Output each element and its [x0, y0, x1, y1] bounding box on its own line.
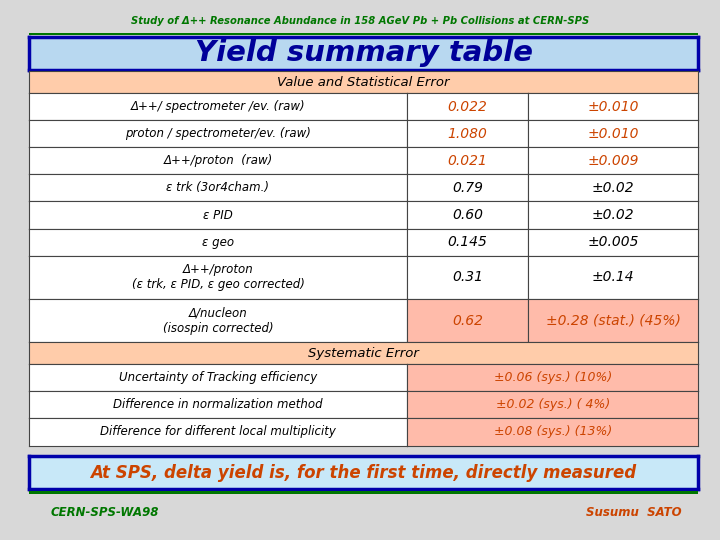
Text: 0.60: 0.60 — [452, 208, 483, 222]
Text: 1.080: 1.080 — [447, 127, 487, 140]
Text: ±0.010: ±0.010 — [588, 99, 639, 113]
Text: 0.31: 0.31 — [452, 271, 483, 285]
Text: Δ/nucleon
(isospin corrected): Δ/nucleon (isospin corrected) — [163, 307, 274, 335]
Text: ±0.14: ±0.14 — [592, 271, 634, 285]
Text: Difference for different local multiplicity: Difference for different local multiplic… — [100, 426, 336, 438]
Text: ε trk (3or4cham.): ε trk (3or4cham.) — [166, 181, 269, 194]
Text: ±0.02: ±0.02 — [592, 208, 634, 222]
Text: ±0.08 (sys.) (13%): ±0.08 (sys.) (13%) — [494, 426, 612, 438]
Text: Δ++/proton
(ε trk, ε PID, ε geo corrected): Δ++/proton (ε trk, ε PID, ε geo correcte… — [132, 264, 305, 292]
Text: Difference in normalization method: Difference in normalization method — [113, 399, 323, 411]
Text: Study of Δ++ Resonance Abundance in 158 AGeV Pb + Pb Collisions at CERN-SPS: Study of Δ++ Resonance Abundance in 158 … — [131, 16, 589, 26]
Text: Δ++/proton  (raw): Δ++/proton (raw) — [163, 154, 273, 167]
Text: ±0.02 (sys.) ( 4%): ±0.02 (sys.) ( 4%) — [495, 399, 610, 411]
Text: Yield summary table: Yield summary table — [194, 39, 533, 68]
Text: proton / spectrometer/ev. (raw): proton / spectrometer/ev. (raw) — [125, 127, 311, 140]
Text: 0.021: 0.021 — [447, 154, 487, 168]
Text: Uncertainty of Tracking efficiency: Uncertainty of Tracking efficiency — [119, 371, 317, 384]
Text: 0.022: 0.022 — [447, 99, 487, 113]
Text: ±0.010: ±0.010 — [588, 127, 639, 140]
Text: At SPS, delta yield is, for the first time, directly measured: At SPS, delta yield is, for the first ti… — [91, 463, 636, 482]
Text: ε PID: ε PID — [203, 208, 233, 221]
Text: ±0.005: ±0.005 — [588, 235, 639, 249]
Text: CERN-SPS-WA98: CERN-SPS-WA98 — [50, 507, 159, 519]
Text: ±0.009: ±0.009 — [588, 154, 639, 168]
Text: Systematic Error: Systematic Error — [308, 347, 419, 360]
Text: Δ++/ spectrometer /ev. (raw): Δ++/ spectrometer /ev. (raw) — [130, 100, 305, 113]
Text: 0.62: 0.62 — [452, 314, 483, 328]
Text: 0.145: 0.145 — [447, 235, 487, 249]
Text: ±0.28 (stat.) (45%): ±0.28 (stat.) (45%) — [546, 314, 680, 328]
Text: 0.79: 0.79 — [452, 181, 483, 195]
Text: ±0.02: ±0.02 — [592, 181, 634, 195]
Text: ε geo: ε geo — [202, 235, 234, 248]
Text: Value and Statistical Error: Value and Statistical Error — [277, 76, 450, 89]
Text: Susumu  SATO: Susumu SATO — [586, 507, 681, 519]
Text: ±0.06 (sys.) (10%): ±0.06 (sys.) (10%) — [494, 371, 612, 384]
